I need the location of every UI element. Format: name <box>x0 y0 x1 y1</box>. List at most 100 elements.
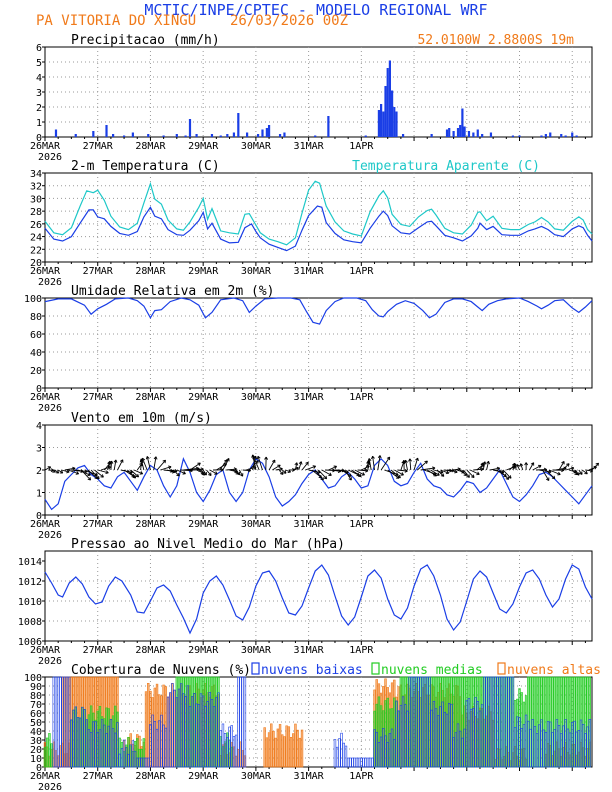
cloud-bar <box>478 710 482 768</box>
wind-arrowhead <box>358 473 362 477</box>
cloud-bar <box>518 717 521 768</box>
cloud-bar <box>428 676 431 768</box>
cloud-bar <box>122 739 126 768</box>
precip-bar <box>147 134 150 137</box>
precip-bar <box>560 134 563 137</box>
wind-vector <box>367 460 369 471</box>
precip-bar <box>175 134 178 137</box>
cloud-bar <box>164 727 168 768</box>
header-title: MCTIC/INPE/CPTEC - MODELO REGIONAL WRF <box>144 1 487 19</box>
wind-vector <box>542 469 550 481</box>
precip-bar <box>188 119 192 137</box>
precip-bar <box>461 108 464 137</box>
precip-bar <box>386 68 389 137</box>
wind-vector <box>232 469 239 475</box>
cloud-bar <box>489 676 493 768</box>
wind-vector <box>372 456 375 471</box>
wind-arrowhead <box>282 470 287 474</box>
cloud-bar <box>491 676 495 768</box>
wind-vector <box>529 462 535 471</box>
panel-frame <box>44 172 593 263</box>
wind-arrowhead <box>55 470 60 474</box>
cloud-bar <box>494 676 497 768</box>
wind-vector <box>548 469 561 475</box>
cloud-bar <box>399 704 403 768</box>
x-tick-label: 30MAR <box>241 519 272 530</box>
wind-arrowhead <box>400 472 404 476</box>
precip-bar <box>540 135 543 137</box>
cloud-bar <box>516 716 519 768</box>
coords-label: 52.0100W 2.8800S 19m <box>417 33 574 48</box>
wind-vector <box>301 461 309 471</box>
precip-bar <box>481 134 484 137</box>
y-tick-label: 22 <box>30 245 42 256</box>
precip-bar <box>564 135 567 137</box>
cloud-bar <box>445 713 449 768</box>
cloud-bar <box>575 731 578 768</box>
cloud-bar <box>546 721 550 768</box>
precip-bar <box>544 134 547 137</box>
wind-arrowhead <box>570 466 575 471</box>
wind-vector <box>514 463 517 471</box>
cloud-bar <box>410 676 414 768</box>
y-tick-label: 60 <box>30 330 42 341</box>
cloud-bar <box>87 729 91 768</box>
cloud-bar <box>276 728 280 768</box>
cloud-bar <box>173 689 176 768</box>
x-tick-label: 26MAR <box>30 141 61 152</box>
wind-vector <box>426 469 437 477</box>
precip-bar <box>430 134 433 137</box>
cloud-bar <box>386 742 389 768</box>
wind-arrowhead <box>168 465 172 470</box>
wind-vector <box>321 469 332 476</box>
wind-arrowhead <box>482 461 487 465</box>
legend-mid-clouds: nuvens medias <box>381 663 483 678</box>
wind-arrowhead <box>328 472 332 476</box>
cloud-bar <box>190 696 194 768</box>
cloud-bar <box>542 729 545 768</box>
precip-bar <box>265 128 268 137</box>
cloud-bar <box>175 697 179 768</box>
cloud-bar <box>162 724 165 768</box>
wind-vector <box>80 469 91 481</box>
wind-arrowhead <box>584 470 588 475</box>
x-tick-label: 1APR <box>349 392 374 403</box>
cloud-bar <box>463 728 466 768</box>
cloud-bar <box>362 757 365 768</box>
x-tick-label: 26MAR <box>30 771 61 782</box>
x-tick-label: 31MAR <box>294 141 325 152</box>
wind-vector <box>502 469 512 479</box>
cloud-bar <box>186 685 189 768</box>
wind-vector <box>516 464 520 471</box>
cloud-bar <box>281 734 284 768</box>
cloud-bar <box>426 676 429 768</box>
y-tick-label: 1006 <box>18 637 42 648</box>
wind-vector <box>278 469 284 475</box>
wind-vector <box>469 469 480 475</box>
cloud-bar <box>72 709 75 768</box>
wind-vector <box>394 469 404 476</box>
precip-bar <box>384 86 387 137</box>
cloud-bar <box>120 748 124 768</box>
panel-title: Cobertura de Nuvens (%) <box>71 663 251 678</box>
wind-arrowhead <box>252 455 256 460</box>
wind-vector <box>486 461 490 471</box>
cloud-bar <box>388 733 392 768</box>
cloud-bar <box>533 726 537 768</box>
wind-arrowhead <box>361 472 365 476</box>
wind-vector <box>44 466 51 471</box>
wind-vector <box>226 468 237 471</box>
cloud-bar <box>118 753 121 768</box>
wind-arrowhead <box>226 458 230 462</box>
wind-arrowhead <box>279 467 283 472</box>
cloud-bar <box>562 725 565 768</box>
precip-bar <box>445 129 449 137</box>
wind-arrowhead <box>271 459 276 464</box>
cloud-bar <box>204 705 207 768</box>
x-tick-label: 28MAR <box>135 519 166 530</box>
cloud-bar <box>368 757 372 768</box>
x-tick-label: 1APR <box>349 771 374 782</box>
cloud-bar <box>59 676 62 768</box>
wind-arrowhead <box>333 465 337 470</box>
